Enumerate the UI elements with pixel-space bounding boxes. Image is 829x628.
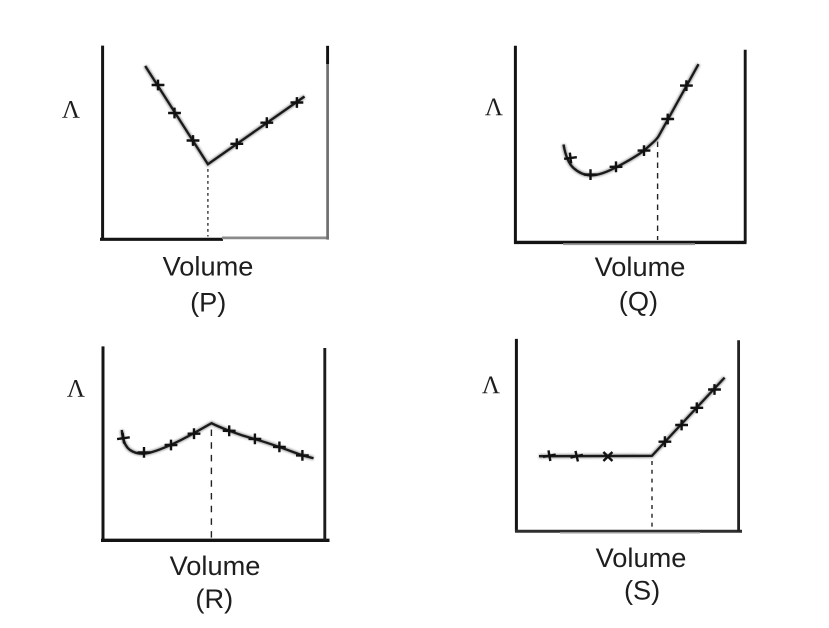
- svg-text:Volume: Volume: [596, 542, 687, 573]
- svg-text:(Q): (Q): [619, 285, 658, 316]
- svg-text:(R): (R): [195, 583, 233, 614]
- svg-text:Λ: Λ: [485, 94, 503, 121]
- svg-text:Volume: Volume: [595, 251, 686, 282]
- svg-text:Λ: Λ: [62, 97, 80, 124]
- svg-text:(S): (S): [624, 575, 660, 606]
- svg-text:Λ: Λ: [482, 372, 500, 399]
- svg-text:(P): (P): [190, 287, 226, 318]
- svg-text:Volume: Volume: [170, 550, 261, 581]
- svg-text:Λ: Λ: [67, 376, 85, 403]
- svg-text:Volume: Volume: [163, 251, 254, 282]
